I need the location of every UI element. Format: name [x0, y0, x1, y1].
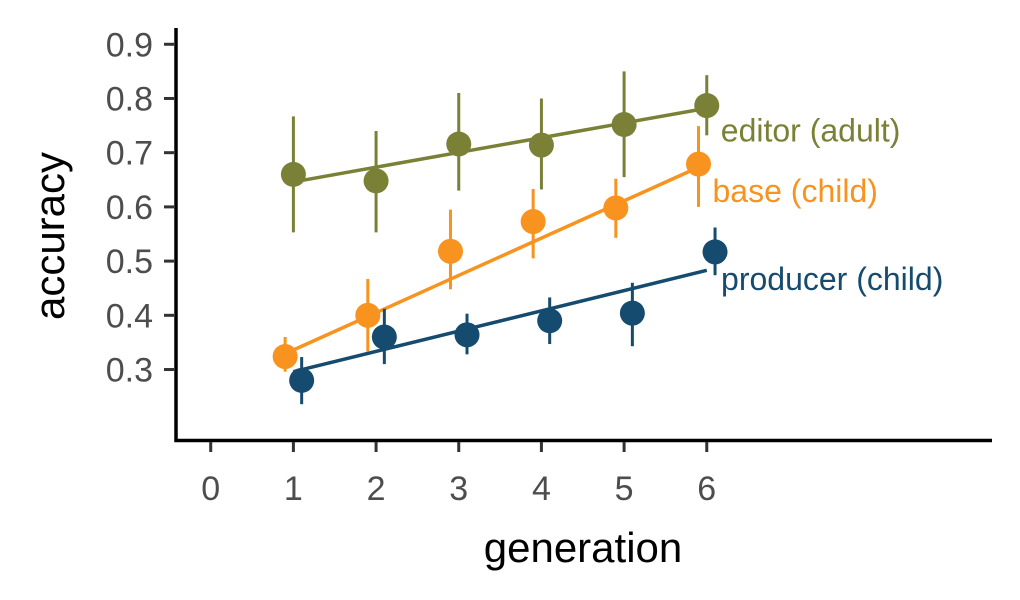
series-label: base (child) [713, 173, 878, 209]
x-axis-title: generation [484, 524, 683, 571]
x-tick-label: 5 [615, 470, 634, 508]
data-point [446, 131, 472, 157]
x-tick-label: 4 [532, 470, 551, 508]
data-point [702, 239, 728, 265]
series-label: producer (child) [721, 261, 943, 297]
data-point [619, 300, 645, 326]
y-tick-label: 0.3 [106, 352, 153, 390]
x-tick-label: 6 [697, 470, 716, 508]
data-point [686, 151, 712, 177]
x-tick-label: 0 [201, 470, 220, 508]
data-point [454, 322, 480, 348]
error-bars [283, 71, 717, 405]
data-point [537, 308, 563, 334]
x-tick-label: 2 [367, 470, 386, 508]
data-point [289, 367, 315, 393]
x-tick-label: 1 [284, 470, 303, 508]
data-point [437, 238, 463, 264]
y-tick-label: 0.4 [106, 297, 153, 335]
axis-ticks: 0 1 2 3 4 5 6 0.3 0.4 0.5 0.6 0.7 0.8 0.9 [106, 26, 716, 508]
data-point [363, 168, 389, 194]
axes [174, 28, 992, 443]
data-point [280, 161, 306, 187]
y-tick-label: 0.6 [106, 189, 153, 227]
y-tick-label: 0.5 [106, 243, 153, 281]
data-point [371, 324, 397, 350]
data-point [528, 132, 554, 158]
data-point [520, 209, 546, 235]
y-axis-title: accuracy [26, 152, 73, 320]
data-point [272, 344, 298, 370]
fit-lines [292, 106, 708, 374]
fit-line [293, 106, 708, 184]
y-tick-label: 0.7 [106, 135, 153, 173]
y-tick-label: 0.9 [106, 26, 153, 64]
y-tick-label: 0.8 [106, 80, 153, 118]
x-tick-label: 3 [449, 470, 468, 508]
fit-line [292, 268, 708, 374]
data-point [603, 195, 629, 221]
series-labels: editor (adult) base (child) producer (chil… [713, 113, 944, 297]
data-point [355, 302, 381, 328]
data-point [694, 93, 720, 119]
data-points [272, 93, 728, 393]
data-point [611, 111, 637, 137]
series-label: editor (adult) [721, 113, 901, 149]
